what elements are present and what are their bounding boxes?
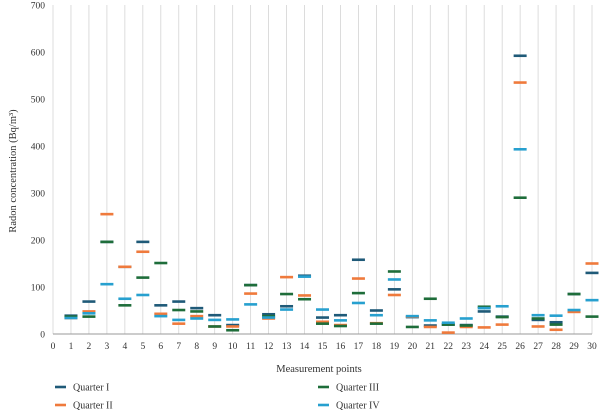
x-tick-label-9: 9	[212, 342, 217, 352]
x-tick-label-19: 19	[390, 342, 400, 352]
series-3	[64, 196, 599, 332]
legend-label-4: Quarter IV	[336, 401, 380, 412]
x-tick-label-25: 25	[497, 342, 507, 352]
x-tick-label-24: 24	[479, 342, 489, 352]
series-4	[64, 147, 599, 325]
legend-item-1: Quarter I	[55, 383, 109, 394]
x-tick-label-21: 21	[426, 342, 436, 352]
x-tick-label-7: 7	[176, 342, 181, 352]
x-tick-label-5: 5	[140, 342, 145, 352]
y-tick-label-500: 500	[31, 96, 46, 106]
x-tick-label-8: 8	[194, 342, 199, 352]
grid	[52, 5, 593, 334]
x-tick-label-30: 30	[587, 342, 597, 352]
x-axis-title: Measurement points	[276, 364, 361, 375]
y-tick-label-0: 0	[40, 331, 45, 341]
y-tick-label-300: 300	[31, 190, 46, 200]
y-axis-ticks: 0 100 200 300 400 500 600 700	[31, 2, 46, 341]
legend: Quarter I Quarter II Quarter III Quarter IV	[55, 383, 380, 412]
legend-item-2: Quarter II	[55, 401, 113, 412]
x-tick-label-29: 29	[569, 342, 579, 352]
x-tick-label-0: 0	[51, 342, 56, 352]
x-tick-label-11: 11	[246, 342, 255, 352]
x-tick-label-3: 3	[105, 342, 110, 352]
y-tick-label-100: 100	[31, 284, 46, 294]
x-tick-label-13: 13	[282, 342, 292, 352]
data-marks	[64, 54, 599, 334]
series-1	[64, 54, 599, 327]
y-tick-label-600: 600	[31, 49, 46, 59]
y-tick-label-200: 200	[31, 237, 46, 247]
x-tick-label-18: 18	[372, 342, 382, 352]
x-tick-label-28: 28	[551, 342, 561, 352]
y-tick-label-400: 400	[31, 143, 46, 153]
y-axis-title: Radon concentration (Bq/m³)	[8, 109, 19, 233]
legend-label-1: Quarter I	[73, 383, 109, 394]
legend-label-3: Quarter III	[336, 383, 379, 394]
legend-item-3: Quarter III	[318, 383, 379, 394]
x-tick-label-20: 20	[408, 342, 418, 352]
x-tick-label-10: 10	[228, 342, 238, 352]
legend-label-2: Quarter II	[73, 401, 113, 412]
x-tick-label-16: 16	[336, 342, 346, 352]
x-tick-label-15: 15	[318, 342, 328, 352]
x-tick-label-27: 27	[533, 342, 543, 352]
x-tick-label-2: 2	[87, 342, 92, 352]
x-tick-label-17: 17	[354, 342, 364, 352]
x-tick-label-1: 1	[69, 342, 74, 352]
x-tick-label-14: 14	[300, 342, 310, 352]
x-tick-label-6: 6	[158, 342, 163, 352]
x-tick-label-22: 22	[444, 342, 454, 352]
x-tick-label-26: 26	[515, 342, 525, 352]
x-tick-label-23: 23	[461, 342, 471, 352]
x-axis-ticks: 0 1 2 3 4 5 6 7 8 9 10 11 12 13 14 15 16 17 18 19 20 21 22 23 24…	[51, 342, 597, 352]
legend-item-4: Quarter IV	[318, 401, 380, 412]
x-tick-label-4: 4	[122, 342, 127, 352]
x-tick-label-12: 12	[264, 342, 274, 352]
y-tick-label-700: 700	[31, 2, 46, 12]
